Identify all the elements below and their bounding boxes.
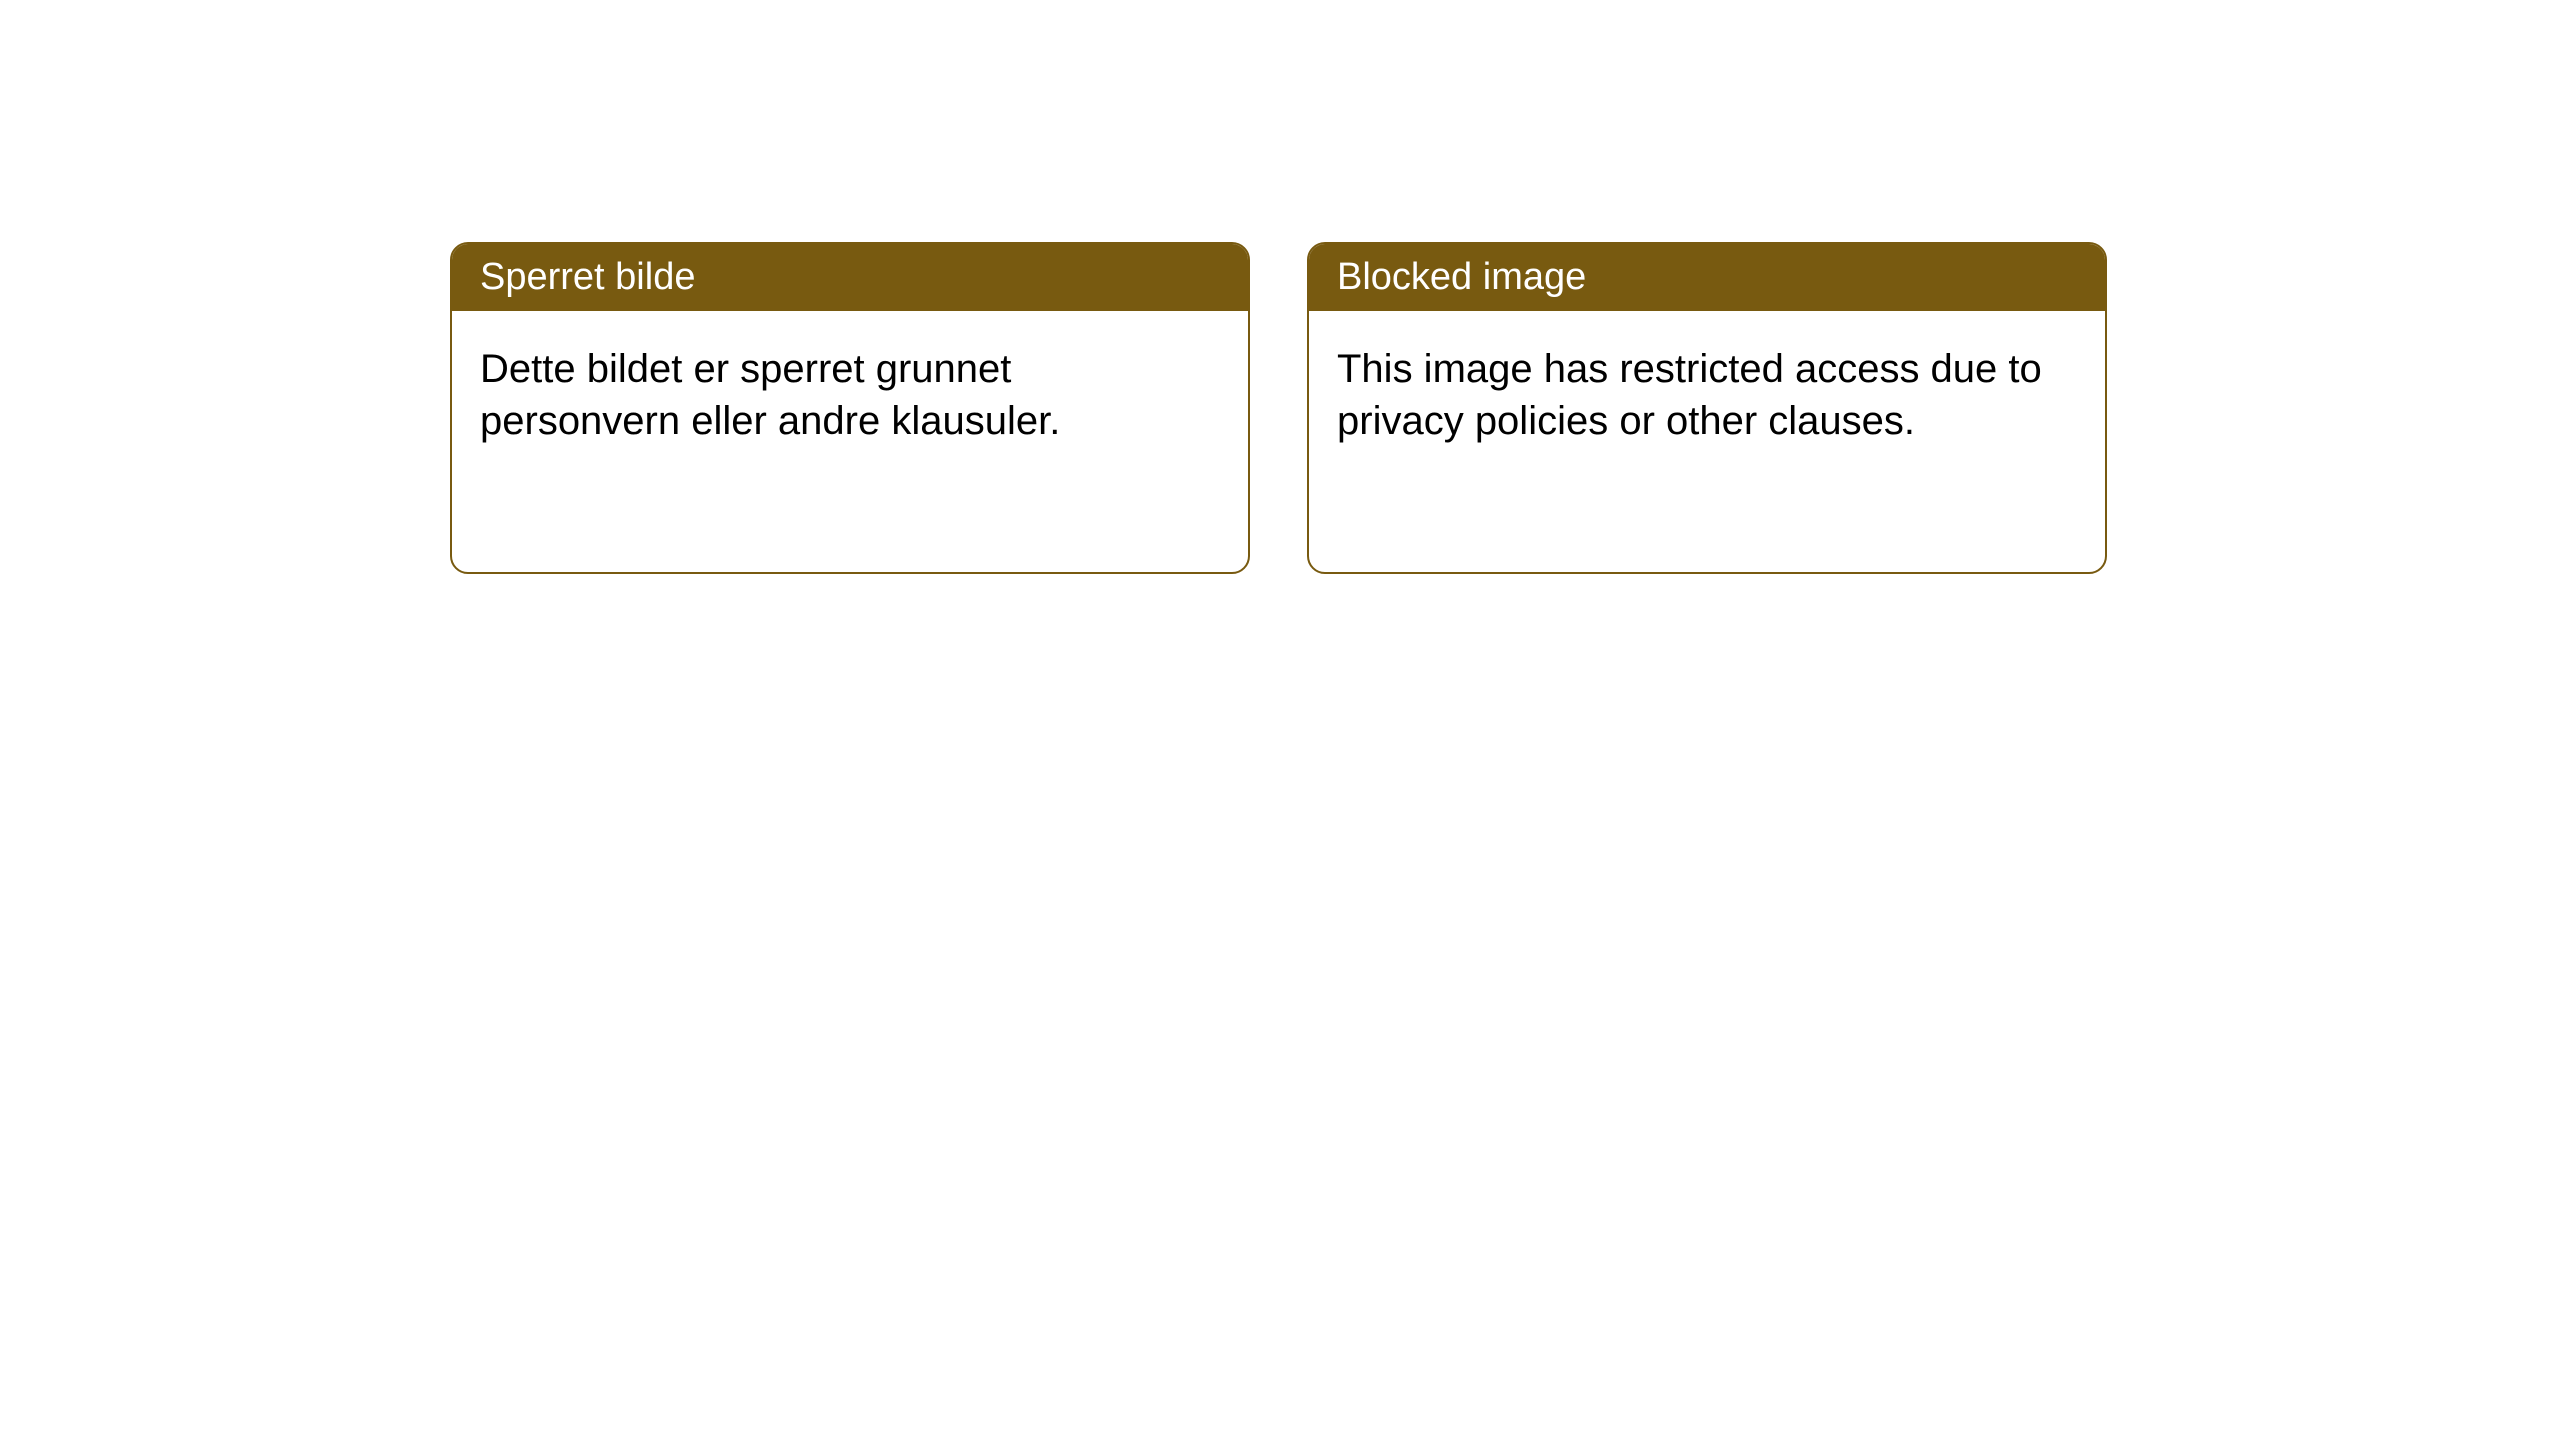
notice-text: This image has restricted access due to …: [1337, 347, 2042, 443]
notice-text: Dette bildet er sperret grunnet personve…: [480, 347, 1060, 443]
notice-title: Blocked image: [1337, 256, 1586, 298]
notice-body: This image has restricted access due to …: [1309, 311, 2105, 479]
notice-header: Sperret bilde: [452, 244, 1248, 311]
notice-title: Sperret bilde: [480, 256, 695, 298]
notice-header: Blocked image: [1309, 244, 2105, 311]
notice-body: Dette bildet er sperret grunnet personve…: [452, 311, 1248, 479]
notice-cards-container: Sperret bilde Dette bildet er sperret gr…: [450, 242, 2107, 574]
notice-card-norwegian: Sperret bilde Dette bildet er sperret gr…: [450, 242, 1250, 574]
notice-card-english: Blocked image This image has restricted …: [1307, 242, 2107, 574]
